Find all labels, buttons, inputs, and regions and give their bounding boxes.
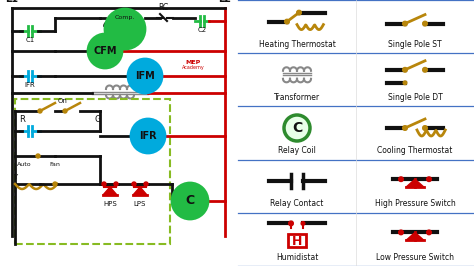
Circle shape (131, 119, 165, 153)
Text: H: H (292, 235, 302, 248)
Circle shape (403, 21, 407, 26)
Text: R: R (19, 114, 25, 123)
Circle shape (297, 10, 301, 15)
Circle shape (289, 221, 293, 226)
Polygon shape (406, 179, 424, 187)
Circle shape (399, 177, 403, 181)
Text: Relay Contact: Relay Contact (270, 199, 324, 208)
Circle shape (423, 126, 427, 130)
Text: IFM: IFM (135, 71, 155, 81)
Circle shape (53, 182, 57, 186)
Circle shape (423, 68, 427, 72)
FancyBboxPatch shape (288, 234, 306, 247)
Circle shape (144, 182, 148, 186)
Circle shape (301, 222, 305, 225)
Text: MEP: MEP (185, 60, 201, 65)
Text: Transformer: Transformer (274, 93, 320, 102)
Circle shape (172, 183, 208, 219)
Text: G: G (95, 114, 101, 123)
Circle shape (128, 59, 162, 93)
Text: Single Pole DT: Single Pole DT (388, 93, 442, 102)
Text: C2: C2 (198, 27, 207, 33)
Text: Heating Thermostat: Heating Thermostat (258, 40, 336, 49)
Text: C1: C1 (26, 37, 35, 43)
Text: Single Pole ST: Single Pole ST (388, 40, 442, 49)
Text: Cooling Thermostat: Cooling Thermostat (377, 146, 453, 155)
Circle shape (132, 182, 136, 186)
Text: L1: L1 (6, 0, 18, 4)
Circle shape (105, 9, 145, 49)
Text: Auto: Auto (17, 161, 31, 167)
Text: Humidistat: Humidistat (276, 252, 318, 261)
Circle shape (427, 177, 431, 181)
Circle shape (399, 230, 403, 235)
Text: Relay Coil: Relay Coil (278, 146, 316, 155)
Circle shape (285, 19, 289, 24)
Circle shape (38, 109, 42, 113)
Text: LPS: LPS (134, 201, 146, 207)
Text: C: C (292, 121, 302, 135)
Text: IFR: IFR (139, 131, 157, 141)
Circle shape (88, 34, 122, 68)
Circle shape (114, 182, 118, 186)
Circle shape (403, 68, 407, 72)
Circle shape (423, 21, 427, 26)
Polygon shape (103, 187, 117, 195)
Circle shape (427, 230, 431, 235)
Text: Comp.: Comp. (115, 15, 135, 20)
Polygon shape (406, 232, 424, 240)
Circle shape (36, 154, 40, 158)
Circle shape (63, 109, 67, 113)
Text: L2: L2 (219, 0, 231, 4)
Text: C: C (185, 194, 194, 207)
Polygon shape (133, 187, 147, 195)
Text: Y: Y (13, 174, 17, 180)
Text: High Pressure Switch: High Pressure Switch (374, 199, 456, 208)
Text: Academy: Academy (182, 65, 204, 70)
Text: On: On (58, 98, 68, 104)
Circle shape (284, 115, 310, 141)
Circle shape (403, 126, 407, 130)
Text: HPS: HPS (103, 201, 117, 207)
Text: IFR: IFR (25, 82, 36, 88)
Circle shape (102, 182, 106, 186)
Text: Low Pressure Switch: Low Pressure Switch (376, 252, 454, 261)
Text: RC: RC (158, 3, 168, 13)
Text: CFM: CFM (93, 46, 117, 56)
Text: Fan: Fan (50, 161, 61, 167)
Circle shape (403, 81, 407, 85)
